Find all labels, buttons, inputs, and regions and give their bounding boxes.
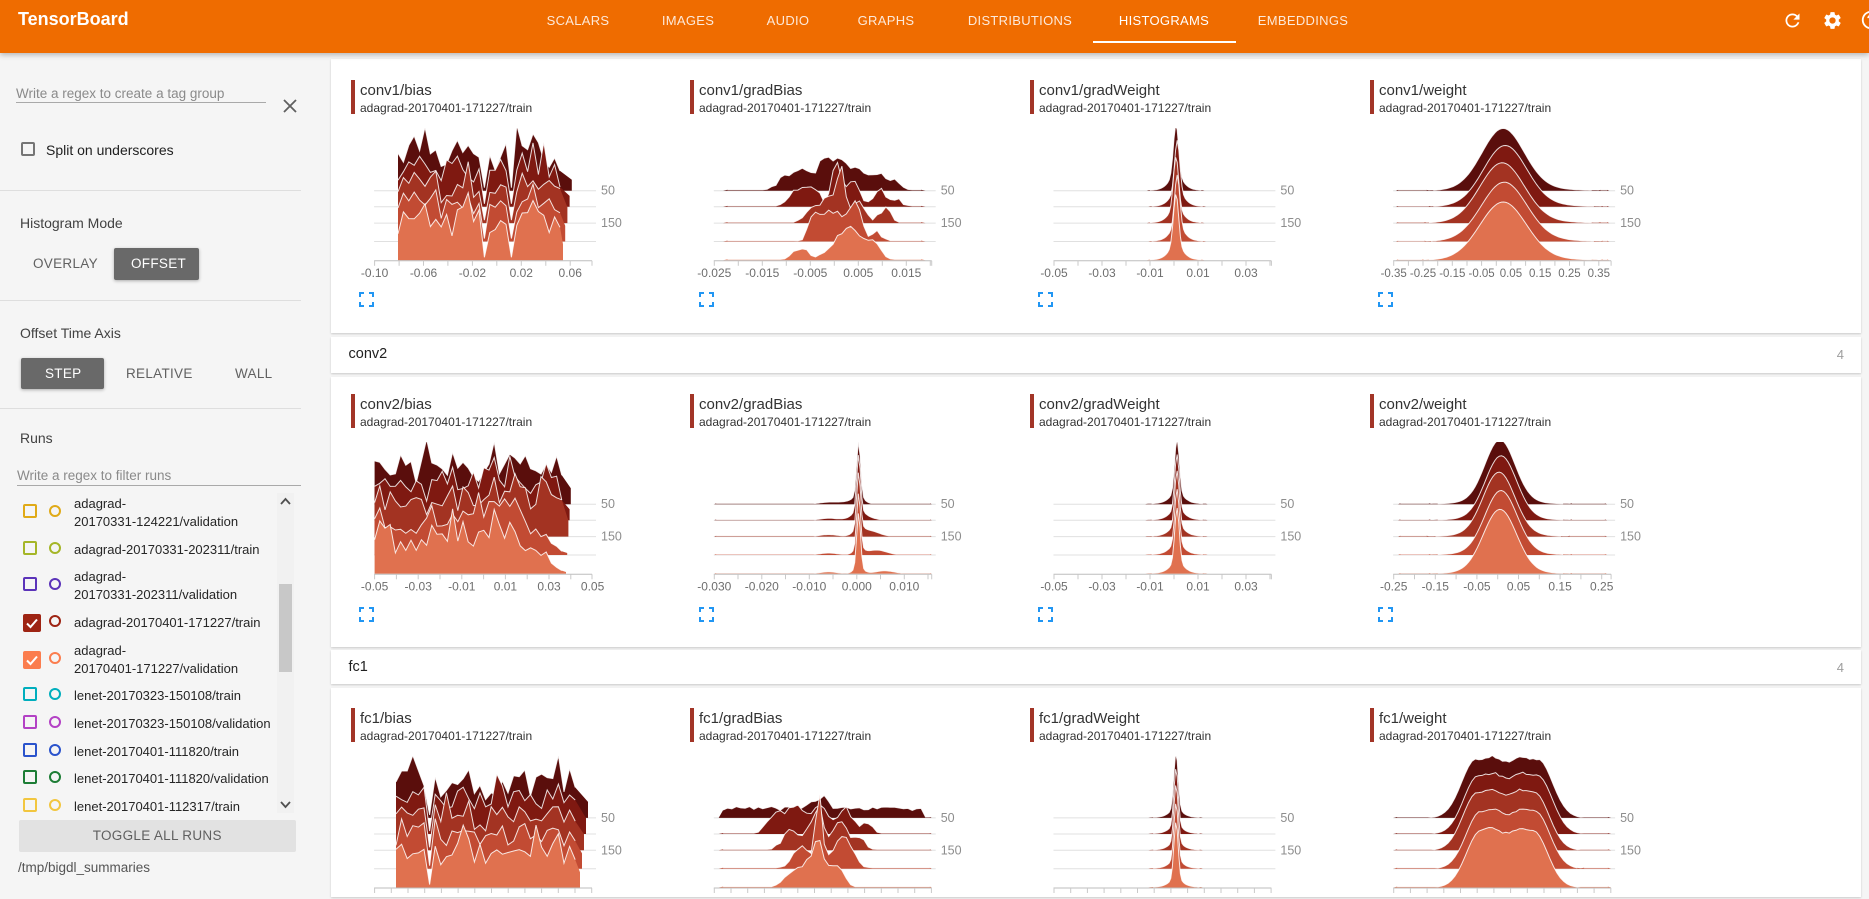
svg-text:0.010: 0.010 xyxy=(889,579,919,593)
svg-text:-0.010: -0.010 xyxy=(792,579,826,593)
svg-text:50: 50 xyxy=(601,184,615,198)
svg-text:150: 150 xyxy=(941,530,962,544)
svg-text:-0.05: -0.05 xyxy=(1468,268,1494,280)
svg-text:-0.030: -0.030 xyxy=(697,579,731,593)
svg-text:-0.05: -0.05 xyxy=(361,579,389,593)
svg-text:150: 150 xyxy=(601,530,622,544)
svg-text:0.03: 0.03 xyxy=(537,579,561,593)
svg-text:50: 50 xyxy=(1620,184,1634,198)
svg-text:-0.05: -0.05 xyxy=(1040,579,1068,593)
svg-text:150: 150 xyxy=(601,843,622,857)
svg-text:0.03: 0.03 xyxy=(1234,579,1258,593)
svg-text:0.15: 0.15 xyxy=(1529,268,1551,280)
svg-text:50: 50 xyxy=(941,497,955,511)
svg-text:-0.15: -0.15 xyxy=(1422,579,1450,593)
svg-text:0.05: 0.05 xyxy=(1500,268,1522,280)
svg-text:0.005: 0.005 xyxy=(843,266,873,280)
svg-text:150: 150 xyxy=(1280,530,1301,544)
svg-text:50: 50 xyxy=(601,497,615,511)
svg-text:50: 50 xyxy=(601,811,615,825)
svg-text:-0.03: -0.03 xyxy=(1088,579,1116,593)
svg-text:50: 50 xyxy=(1280,497,1294,511)
svg-text:0.25: 0.25 xyxy=(1590,579,1614,593)
svg-text:-0.02: -0.02 xyxy=(459,266,487,280)
svg-text:150: 150 xyxy=(1620,843,1641,857)
svg-text:-0.05: -0.05 xyxy=(1040,266,1068,280)
svg-text:0.01: 0.01 xyxy=(1186,579,1210,593)
svg-text:-0.01: -0.01 xyxy=(1136,266,1164,280)
svg-text:-0.15: -0.15 xyxy=(1439,268,1465,280)
svg-text:150: 150 xyxy=(1620,530,1641,544)
svg-text:-0.06: -0.06 xyxy=(410,266,438,280)
svg-text:0.05: 0.05 xyxy=(1507,579,1531,593)
svg-text:-0.025: -0.025 xyxy=(697,266,731,280)
svg-text:150: 150 xyxy=(1280,216,1301,230)
svg-text:150: 150 xyxy=(941,216,962,230)
svg-text:0.02: 0.02 xyxy=(510,266,534,280)
svg-text:-0.020: -0.020 xyxy=(745,579,779,593)
svg-text:-0.01: -0.01 xyxy=(448,579,476,593)
svg-text:0.05: 0.05 xyxy=(581,579,605,593)
svg-text:150: 150 xyxy=(1280,843,1301,857)
svg-text:150: 150 xyxy=(941,843,962,857)
svg-text:50: 50 xyxy=(1280,184,1294,198)
svg-text:-0.005: -0.005 xyxy=(793,266,827,280)
svg-text:-0.03: -0.03 xyxy=(405,579,433,593)
svg-text:-0.25: -0.25 xyxy=(1380,579,1408,593)
svg-text:-0.015: -0.015 xyxy=(745,266,779,280)
svg-text:-0.03: -0.03 xyxy=(1088,266,1116,280)
svg-text:0.06: 0.06 xyxy=(559,266,583,280)
svg-text:50: 50 xyxy=(1620,497,1634,511)
svg-text:0.01: 0.01 xyxy=(494,579,518,593)
svg-text:150: 150 xyxy=(601,216,622,230)
svg-text:-0.35: -0.35 xyxy=(1381,268,1407,280)
svg-text:0.000: 0.000 xyxy=(842,579,872,593)
svg-text:-0.05: -0.05 xyxy=(1463,579,1491,593)
svg-text:-0.10: -0.10 xyxy=(361,266,389,280)
svg-text:50: 50 xyxy=(941,811,955,825)
svg-text:-0.25: -0.25 xyxy=(1410,268,1436,280)
svg-text:50: 50 xyxy=(1620,811,1634,825)
svg-text:-0.01: -0.01 xyxy=(1136,579,1164,593)
svg-text:0.015: 0.015 xyxy=(891,266,921,280)
svg-text:0.25: 0.25 xyxy=(1558,268,1580,280)
svg-text:50: 50 xyxy=(941,184,955,198)
svg-text:0.35: 0.35 xyxy=(1588,268,1610,280)
svg-text:50: 50 xyxy=(1280,811,1294,825)
svg-text:0.01: 0.01 xyxy=(1186,266,1210,280)
svg-text:150: 150 xyxy=(1620,216,1641,230)
svg-text:0.03: 0.03 xyxy=(1234,266,1258,280)
svg-text:0.15: 0.15 xyxy=(1548,579,1572,593)
